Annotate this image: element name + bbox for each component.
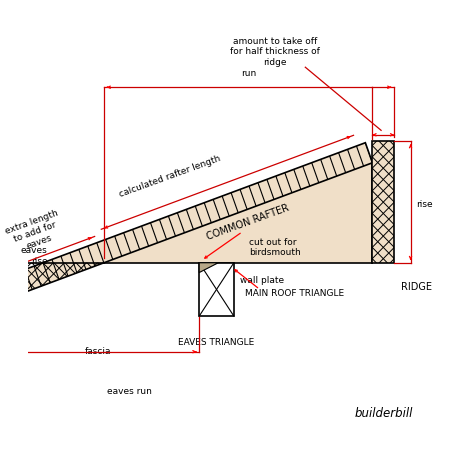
Polygon shape xyxy=(199,263,233,316)
Text: EAVES TRIANGLE: EAVES TRIANGLE xyxy=(177,338,253,347)
Text: extra length
to add for
eaves: extra length to add for eaves xyxy=(4,208,66,256)
Polygon shape xyxy=(5,274,14,341)
Text: run: run xyxy=(241,69,256,78)
Polygon shape xyxy=(199,263,218,273)
Text: COMMON RAFTER: COMMON RAFTER xyxy=(205,202,290,242)
Text: MAIN ROOF TRIANGLE: MAIN ROOF TRIANGLE xyxy=(244,289,343,298)
Polygon shape xyxy=(7,143,372,296)
Text: fascia: fascia xyxy=(84,347,111,356)
Polygon shape xyxy=(372,141,393,263)
Polygon shape xyxy=(14,263,104,296)
Text: cut out for
birdsmouth: cut out for birdsmouth xyxy=(249,238,300,257)
Text: rise: rise xyxy=(415,201,432,210)
Polygon shape xyxy=(104,163,372,263)
Text: amount to take off
for half thickness of
ridge: amount to take off for half thickness of… xyxy=(230,37,319,67)
Text: builderbill: builderbill xyxy=(353,407,412,420)
Text: RIDGE: RIDGE xyxy=(400,282,431,292)
Text: calculated rafter length: calculated rafter length xyxy=(118,154,222,199)
Text: wall plate: wall plate xyxy=(240,276,284,285)
Text: eaves
rise: eaves rise xyxy=(21,247,48,266)
Text: eaves run: eaves run xyxy=(107,387,152,396)
